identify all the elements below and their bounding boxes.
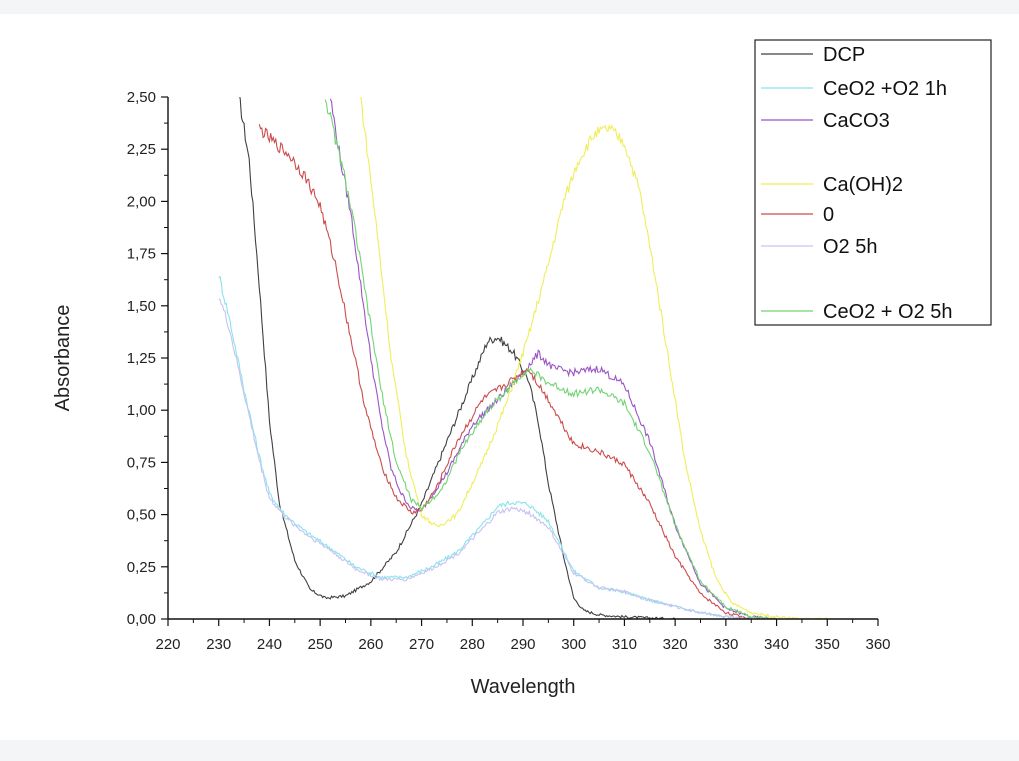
legend: DCP CeO2 +O2 1h CaCO3 Ca(OH)2 0 O2 5h CeO2 + O… [754, 39, 992, 326]
x-tick-label: 240 [257, 636, 282, 653]
series-line-2 [329, 98, 777, 619]
y-tick-label: 2,25 [127, 141, 156, 158]
series-line-6 [324, 99, 777, 619]
legend-label: CeO2 +O2 1h [823, 78, 947, 100]
series-line-0 [239, 97, 676, 619]
x-tick-label: 290 [510, 636, 535, 653]
legend-label: O2 5h [823, 236, 877, 258]
x-tick-label: 320 [663, 636, 688, 653]
y-tick-label: 0,75 [127, 454, 156, 471]
x-tick-label: 250 [308, 636, 333, 653]
series-line-3 [360, 97, 828, 619]
y-tick-label: 0,25 [127, 559, 156, 576]
y-tick-label: 2,50 [127, 89, 156, 106]
legend-label: DCP [823, 44, 865, 66]
legend-label: CaCO3 [823, 110, 890, 132]
y-tick-label: 1,00 [127, 402, 156, 419]
series-line-5 [218, 298, 752, 619]
x-tick-label: 360 [865, 636, 890, 653]
y-tick-label: 0,00 [127, 611, 156, 628]
x-axis-title: Wavelength [471, 676, 576, 698]
x-tick-label: 270 [409, 636, 434, 653]
legend-label: Ca(OH)2 [823, 174, 903, 196]
y-tick-label: 0,50 [127, 507, 156, 524]
page-bottom-band [0, 740, 1019, 761]
legend-label: 0 [823, 204, 834, 226]
x-tick-label: 330 [713, 636, 738, 653]
plot-lines [218, 97, 828, 619]
y-tick-label: 2,00 [127, 193, 156, 210]
ticks: 220 230 240 250 260 270 280 290 300 310 320 330 340 3… [127, 89, 891, 653]
y-tick-label: 1,25 [127, 350, 156, 367]
series-line-1 [218, 275, 752, 619]
x-tick-label: 350 [815, 636, 840, 653]
y-tick-label: 1,50 [127, 298, 156, 315]
series-line-4 [258, 124, 752, 619]
x-tick-label: 230 [206, 636, 231, 653]
legend-label: CeO2 + O2 5h [823, 301, 953, 323]
y-tick-label: 1,75 [127, 246, 156, 263]
x-tick-label: 310 [612, 636, 637, 653]
x-tick-label: 220 [155, 636, 180, 653]
page-top-band [0, 0, 1019, 14]
x-tick-label: 300 [561, 636, 586, 653]
x-tick-label: 340 [764, 636, 789, 653]
x-tick-label: 280 [460, 636, 485, 653]
y-axis-title: Absorbance [52, 305, 74, 412]
x-tick-label: 260 [358, 636, 383, 653]
